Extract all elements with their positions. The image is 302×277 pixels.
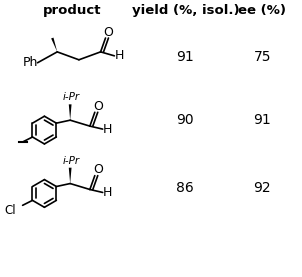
Text: Cl: Cl bbox=[4, 204, 16, 217]
Text: Ph: Ph bbox=[23, 56, 38, 69]
Text: 90: 90 bbox=[176, 113, 194, 127]
Text: O: O bbox=[93, 100, 103, 113]
Polygon shape bbox=[51, 38, 57, 52]
Text: H: H bbox=[103, 186, 112, 199]
Text: yield (%, isol.): yield (%, isol.) bbox=[131, 4, 239, 17]
Text: 86: 86 bbox=[176, 181, 194, 196]
Polygon shape bbox=[69, 104, 72, 120]
Text: ee (%): ee (%) bbox=[238, 4, 286, 17]
Text: H: H bbox=[103, 123, 112, 136]
Text: O: O bbox=[104, 25, 114, 39]
Text: i-Pr: i-Pr bbox=[63, 93, 80, 102]
Text: product: product bbox=[43, 4, 101, 17]
Text: 91: 91 bbox=[253, 113, 271, 127]
Text: i-Pr: i-Pr bbox=[63, 156, 80, 166]
Text: 92: 92 bbox=[253, 181, 271, 196]
Text: O: O bbox=[93, 163, 103, 176]
Text: 75: 75 bbox=[253, 50, 271, 64]
Text: H: H bbox=[115, 49, 124, 62]
Text: 91: 91 bbox=[176, 50, 194, 64]
Polygon shape bbox=[69, 168, 72, 184]
